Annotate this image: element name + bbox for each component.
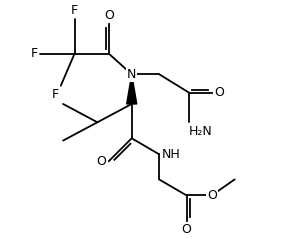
Polygon shape <box>127 74 137 104</box>
Text: O: O <box>214 86 224 99</box>
Text: NH: NH <box>161 148 180 161</box>
Text: O: O <box>104 9 114 22</box>
Text: H₂N: H₂N <box>189 125 213 138</box>
Text: N: N <box>127 68 136 81</box>
Text: F: F <box>71 4 78 17</box>
Text: O: O <box>207 189 217 202</box>
Text: F: F <box>51 88 59 101</box>
Text: O: O <box>182 223 191 236</box>
Text: F: F <box>31 47 38 60</box>
Text: O: O <box>97 155 106 168</box>
